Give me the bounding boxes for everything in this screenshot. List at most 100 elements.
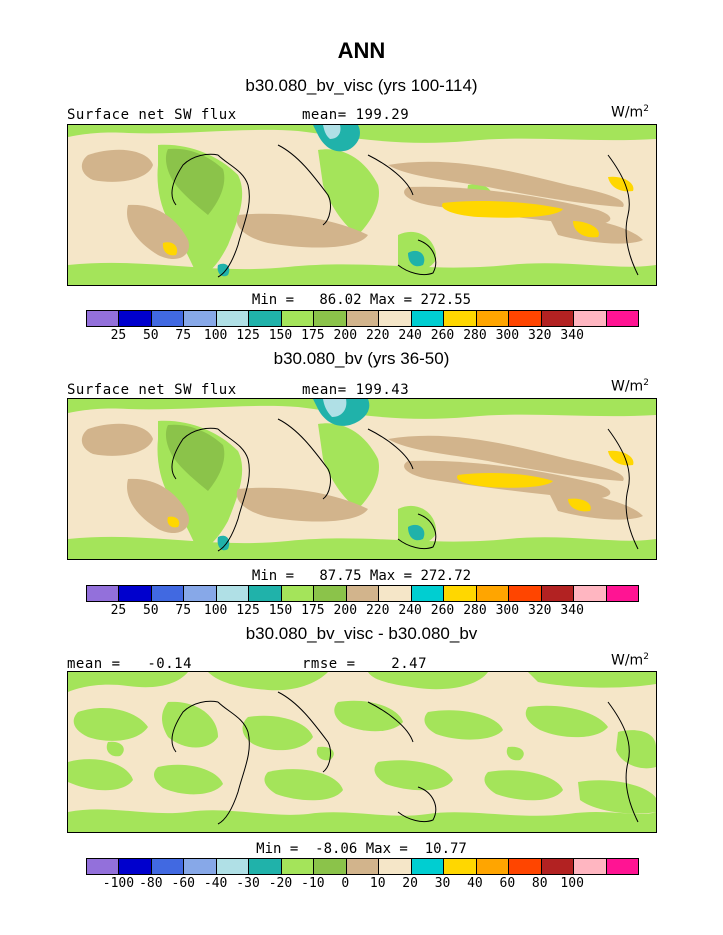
- colorbar-swatch: [347, 859, 379, 874]
- colorbar-swatch: [379, 311, 411, 326]
- colorbar-tick-label: 50: [143, 603, 159, 618]
- colorbar-swatch: [184, 586, 216, 601]
- panel-2-colorbar: [86, 585, 639, 602]
- colorbar-tick-label: 280: [463, 603, 486, 618]
- panel-2-variable-label: Surface net SW flux: [67, 382, 237, 398]
- colorbar-tick-label: 220: [366, 328, 389, 343]
- panel-3-title: b30.080_bv_visc - b30.080_bv: [0, 624, 723, 644]
- colorbar-swatch: [184, 859, 216, 874]
- colorbar-swatch: [152, 311, 184, 326]
- colorbar-swatch: [477, 311, 509, 326]
- colorbar-swatch: [119, 311, 151, 326]
- colorbar-tick-label: 260: [431, 603, 454, 618]
- panel-1-colorbar-ticks: 25 50 75 100 125 150 175 200 220 240 260 280 300 320 3…: [86, 328, 637, 344]
- panel-1-units: W/m2: [611, 104, 649, 121]
- colorbar-swatch: [412, 311, 444, 326]
- colorbar-tick-label: 125: [236, 603, 259, 618]
- colorbar-swatch: [379, 586, 411, 601]
- colorbar-tick-label: 40: [467, 876, 483, 891]
- colorbar-swatch: [282, 859, 314, 874]
- figure-title: ANN: [0, 38, 723, 64]
- colorbar-tick-label: 340: [560, 603, 583, 618]
- colorbar-swatch: [607, 586, 638, 601]
- colorbar-tick-label: -30: [236, 876, 259, 891]
- colorbar-tick-label: 320: [528, 328, 551, 343]
- colorbar-tick-label: 260: [431, 328, 454, 343]
- colorbar-swatch: [574, 311, 606, 326]
- colorbar-swatch: [87, 586, 119, 601]
- colorbar-swatch: [152, 859, 184, 874]
- colorbar-tick-label: 0: [341, 876, 349, 891]
- colorbar-swatch: [217, 586, 249, 601]
- panel-3-rmse-label: rmse = 2.47: [302, 656, 427, 672]
- colorbar-swatch: [477, 859, 509, 874]
- colorbar-tick-label: -10: [301, 876, 324, 891]
- panel-1-title: b30.080_bv_visc (yrs 100-114): [0, 76, 723, 96]
- colorbar-tick-label: -80: [139, 876, 162, 891]
- colorbar-swatch: [249, 586, 281, 601]
- colorbar-swatch: [347, 311, 379, 326]
- colorbar-swatch: [542, 859, 574, 874]
- panel-2-title: b30.080_bv (yrs 36-50): [0, 349, 723, 369]
- panel-1-map-canvas: [68, 125, 656, 285]
- colorbar-tick-label: -100: [103, 876, 134, 891]
- panel-3-minmax: Min = -8.06 Max = 10.77: [0, 841, 723, 857]
- colorbar-tick-label: 100: [204, 328, 227, 343]
- panel-3-units: W/m2: [611, 652, 649, 669]
- panel-3-map-canvas: [68, 672, 656, 832]
- colorbar-tick-label: 10: [370, 876, 386, 891]
- colorbar-swatch: [87, 311, 119, 326]
- colorbar-swatch: [217, 311, 249, 326]
- panel-3-map: [67, 671, 657, 833]
- colorbar-tick-label: 100: [204, 603, 227, 618]
- colorbar-tick-label: -60: [171, 876, 194, 891]
- colorbar-tick-label: 50: [143, 328, 159, 343]
- panel-3-mean-label: mean = -0.14: [67, 656, 192, 672]
- colorbar-swatch: [509, 311, 541, 326]
- colorbar-tick-label: 240: [398, 328, 421, 343]
- colorbar-swatch: [314, 586, 346, 601]
- panel-2-map: [67, 398, 657, 560]
- colorbar-tick-label: 125: [236, 328, 259, 343]
- colorbar-tick-label: 240: [398, 603, 421, 618]
- colorbar-tick-label: 20: [402, 876, 418, 891]
- colorbar-swatch: [282, 311, 314, 326]
- colorbar-tick-label: 175: [301, 328, 324, 343]
- colorbar-tick-label: -40: [204, 876, 227, 891]
- colorbar-tick-label: 300: [496, 328, 519, 343]
- colorbar-swatch: [282, 586, 314, 601]
- colorbar-tick-label: 280: [463, 328, 486, 343]
- colorbar-swatch: [412, 859, 444, 874]
- panel-1-colorbar: [86, 310, 639, 327]
- panel-2-map-canvas: [68, 399, 656, 559]
- colorbar-swatch: [119, 586, 151, 601]
- colorbar-tick-label: 175: [301, 603, 324, 618]
- colorbar-swatch: [412, 586, 444, 601]
- panel-2-units: W/m2: [611, 378, 649, 395]
- panel-2-minmax: Min = 87.75 Max = 272.72: [0, 568, 723, 584]
- colorbar-tick-label: 150: [269, 328, 292, 343]
- colorbar-swatch: [249, 311, 281, 326]
- colorbar-tick-label: 30: [435, 876, 451, 891]
- colorbar-tick-label: 200: [334, 603, 357, 618]
- colorbar-tick-label: 75: [175, 603, 191, 618]
- panel-3-colorbar-ticks: -100 -80 -60 -40 -30 -20 -10 0 10 20 30 40 60 80 100: [86, 876, 637, 892]
- colorbar-swatch: [152, 586, 184, 601]
- colorbar-tick-label: 25: [111, 328, 127, 343]
- colorbar-tick-label: 200: [334, 328, 357, 343]
- panel-1-map: [67, 124, 657, 286]
- colorbar-swatch: [574, 586, 606, 601]
- colorbar-tick-label: 100: [560, 876, 583, 891]
- colorbar-swatch: [87, 859, 119, 874]
- colorbar-swatch: [347, 586, 379, 601]
- colorbar-swatch: [119, 859, 151, 874]
- colorbar-swatch: [542, 311, 574, 326]
- colorbar-swatch: [314, 859, 346, 874]
- colorbar-swatch: [444, 311, 476, 326]
- colorbar-swatch: [444, 586, 476, 601]
- colorbar-swatch: [477, 586, 509, 601]
- colorbar-tick-label: 300: [496, 603, 519, 618]
- panel-1-minmax: Min = 86.02 Max = 272.55: [0, 292, 723, 308]
- colorbar-tick-label: 25: [111, 603, 127, 618]
- colorbar-tick-label: 60: [500, 876, 516, 891]
